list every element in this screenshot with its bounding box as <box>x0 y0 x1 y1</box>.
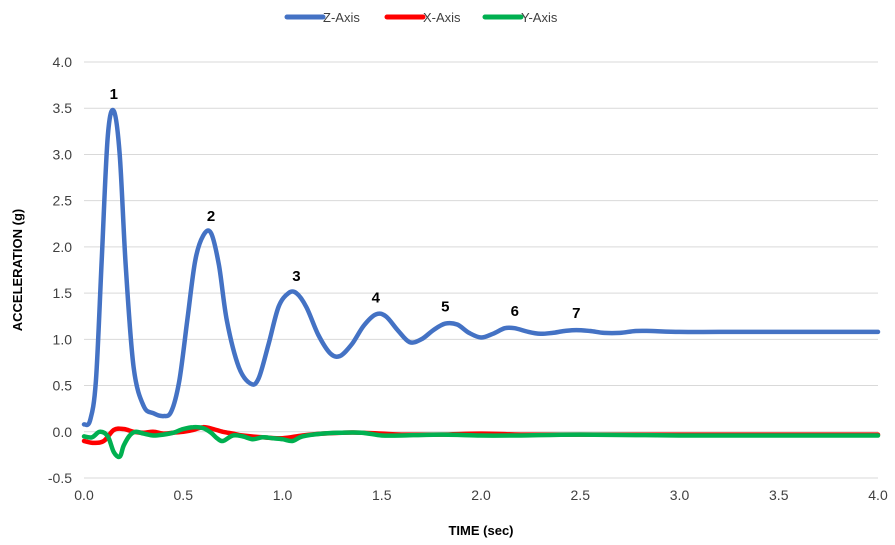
x-tick-label: 1.5 <box>372 487 392 503</box>
y-tick-label: 3.5 <box>53 100 73 116</box>
peak-label: 3 <box>292 268 300 285</box>
x-tick-label: 0.5 <box>174 487 194 503</box>
x-tick-label: 4.0 <box>868 487 888 503</box>
peak-annotations: 1 2 3 4 5 6 7 <box>110 86 581 322</box>
y-tick-label: 2.0 <box>53 239 73 255</box>
y-tick-label: 3.0 <box>53 146 73 162</box>
legend-label: X-Axis <box>423 10 461 25</box>
y-tick-label: 1.5 <box>53 285 73 301</box>
series-lines <box>81 107 881 460</box>
x-tick-label: 3.5 <box>769 487 789 503</box>
x-tick-label: 1.0 <box>273 487 293 503</box>
peak-label: 7 <box>572 305 580 322</box>
series-line-y-axis <box>81 424 881 460</box>
y-tick-label: 1.0 <box>53 331 73 347</box>
y-axis-tick-labels: -0.5 0.0 0.5 1.0 1.5 2.0 2.5 3.0 3.5 4.0 <box>48 54 72 486</box>
peak-label: 4 <box>372 289 381 306</box>
peak-label: 6 <box>511 303 519 320</box>
x-axis-title: TIME (sec) <box>448 523 513 538</box>
y-tick-label: 2.5 <box>53 193 73 209</box>
series-line-z-axis <box>81 107 881 428</box>
legend: Z-Axis X-Axis Y-Axis <box>284 10 558 25</box>
y-tick-label: 0.5 <box>53 378 73 394</box>
y-tick-label: 0.0 <box>53 424 73 440</box>
legend-label: Y-Axis <box>521 10 558 25</box>
peak-label: 2 <box>207 208 215 225</box>
gridlines <box>84 61 878 479</box>
x-tick-label: 2.0 <box>471 487 491 503</box>
peak-label: 5 <box>441 299 449 316</box>
peak-label: 1 <box>110 86 118 103</box>
legend-label: Z-Axis <box>323 10 360 25</box>
x-tick-label: 2.5 <box>571 487 591 503</box>
x-axis-tick-labels: 0.0 0.5 1.0 1.5 2.0 2.5 3.0 3.5 4.0 <box>74 487 888 503</box>
y-axis-title: ACCELERATION (g) <box>10 209 25 332</box>
x-tick-label: 0.0 <box>74 487 94 503</box>
y-tick-label: 4.0 <box>53 54 73 70</box>
x-tick-label: 3.0 <box>670 487 690 503</box>
y-tick-label: -0.5 <box>48 470 72 486</box>
